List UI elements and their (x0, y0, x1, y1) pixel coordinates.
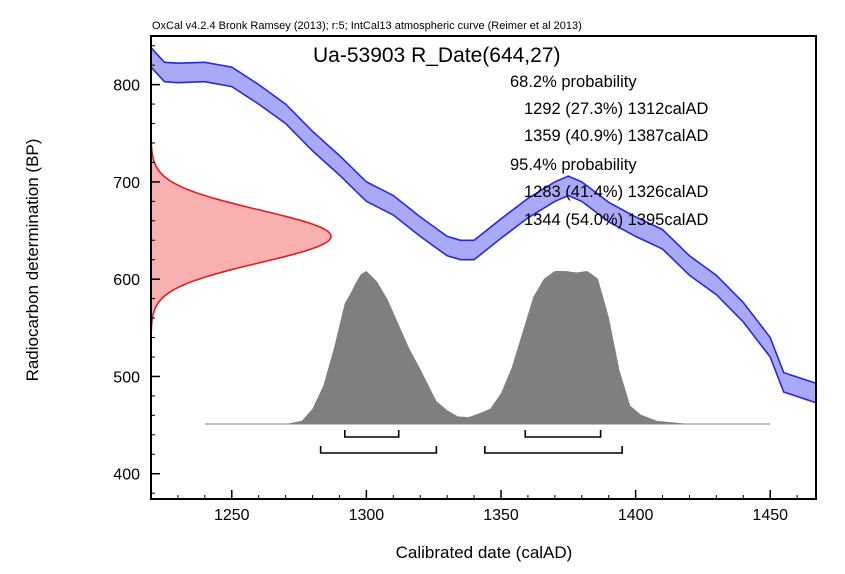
p68-range-2: 1359 (40.9%) 1387calAD (524, 127, 708, 145)
x-tick-label-1400: 1400 (618, 507, 654, 524)
calibration-curve-upper (151, 47, 816, 385)
x-tick-label-1250: 1250 (214, 507, 250, 524)
p68-label: 68.2% probability (510, 73, 637, 91)
range-95-bracket-1 (319, 446, 438, 454)
x-tick-label-1300: 1300 (349, 507, 385, 524)
radiocarbon-distribution-line (151, 126, 332, 347)
x-tick-label-1450: 1450 (752, 507, 788, 524)
y-tick-label-600: 600 (113, 272, 140, 289)
x-axis-label: Calibrated date (calAD) (396, 543, 573, 562)
range-68-bracket-2 (524, 430, 602, 438)
p68-range-1: 1292 (27.3%) 1312calAD (524, 100, 708, 118)
y-tick-label-700: 700 (113, 175, 140, 192)
plot-frame (150, 35, 817, 500)
y-tick-label-500: 500 (113, 369, 140, 386)
calibration-curve-lower (151, 66, 816, 404)
y-tick-label-800: 800 (113, 78, 140, 95)
calibrated-distribution-area (204, 271, 771, 424)
chart-credit: OxCal v4.2.4 Bronk Ramsey (2013); r:5; I… (152, 20, 582, 32)
chart-title: Ua-53903 R_Date(644,27) (313, 44, 561, 67)
range-95-bracket-2 (484, 446, 623, 454)
p95-label: 95.4% probability (510, 156, 637, 174)
y-tick-label-400: 400 (113, 467, 140, 484)
x-tick-label-1350: 1350 (483, 507, 519, 524)
range-68-bracket-1 (344, 430, 400, 438)
p95-range-2: 1344 (54.0%) 1395calAD (524, 211, 708, 229)
p95-range-1: 1283 (41.4%) 1326calAD (524, 183, 708, 201)
y-axis-label: Radiocarbon determination (BP) (23, 139, 42, 382)
radiocarbon-distribution-fill (151, 126, 331, 347)
